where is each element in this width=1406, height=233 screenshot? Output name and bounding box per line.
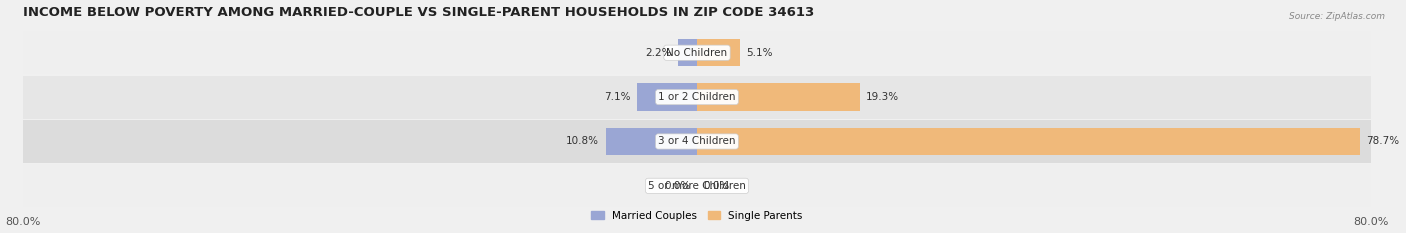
Bar [697,83,859,111]
Bar [24,75,1371,119]
Text: 1 or 2 Children: 1 or 2 Children [658,92,735,102]
Text: No Children: No Children [666,48,727,58]
Text: 19.3%: 19.3% [866,92,900,102]
Text: 7.1%: 7.1% [605,92,630,102]
Text: 3 or 4 Children: 3 or 4 Children [658,137,735,147]
Text: 2.2%: 2.2% [645,48,672,58]
Text: 10.8%: 10.8% [567,137,599,147]
Text: INCOME BELOW POVERTY AMONG MARRIED-COUPLE VS SINGLE-PARENT HOUSEHOLDS IN ZIP COD: INCOME BELOW POVERTY AMONG MARRIED-COUPL… [24,6,814,19]
Bar [24,120,1371,163]
Legend: Married Couples, Single Parents: Married Couples, Single Parents [588,206,807,225]
Text: 0.0%: 0.0% [664,181,690,191]
Text: 78.7%: 78.7% [1367,137,1399,147]
Text: 5 or more Children: 5 or more Children [648,181,747,191]
Bar [606,128,697,155]
Bar [679,39,697,66]
Bar [24,164,1371,207]
Text: 5.1%: 5.1% [747,48,773,58]
Text: Source: ZipAtlas.com: Source: ZipAtlas.com [1289,12,1385,21]
Bar [24,31,1371,74]
Bar [637,83,697,111]
Bar [697,39,740,66]
Bar [697,128,1360,155]
Text: 0.0%: 0.0% [704,181,730,191]
